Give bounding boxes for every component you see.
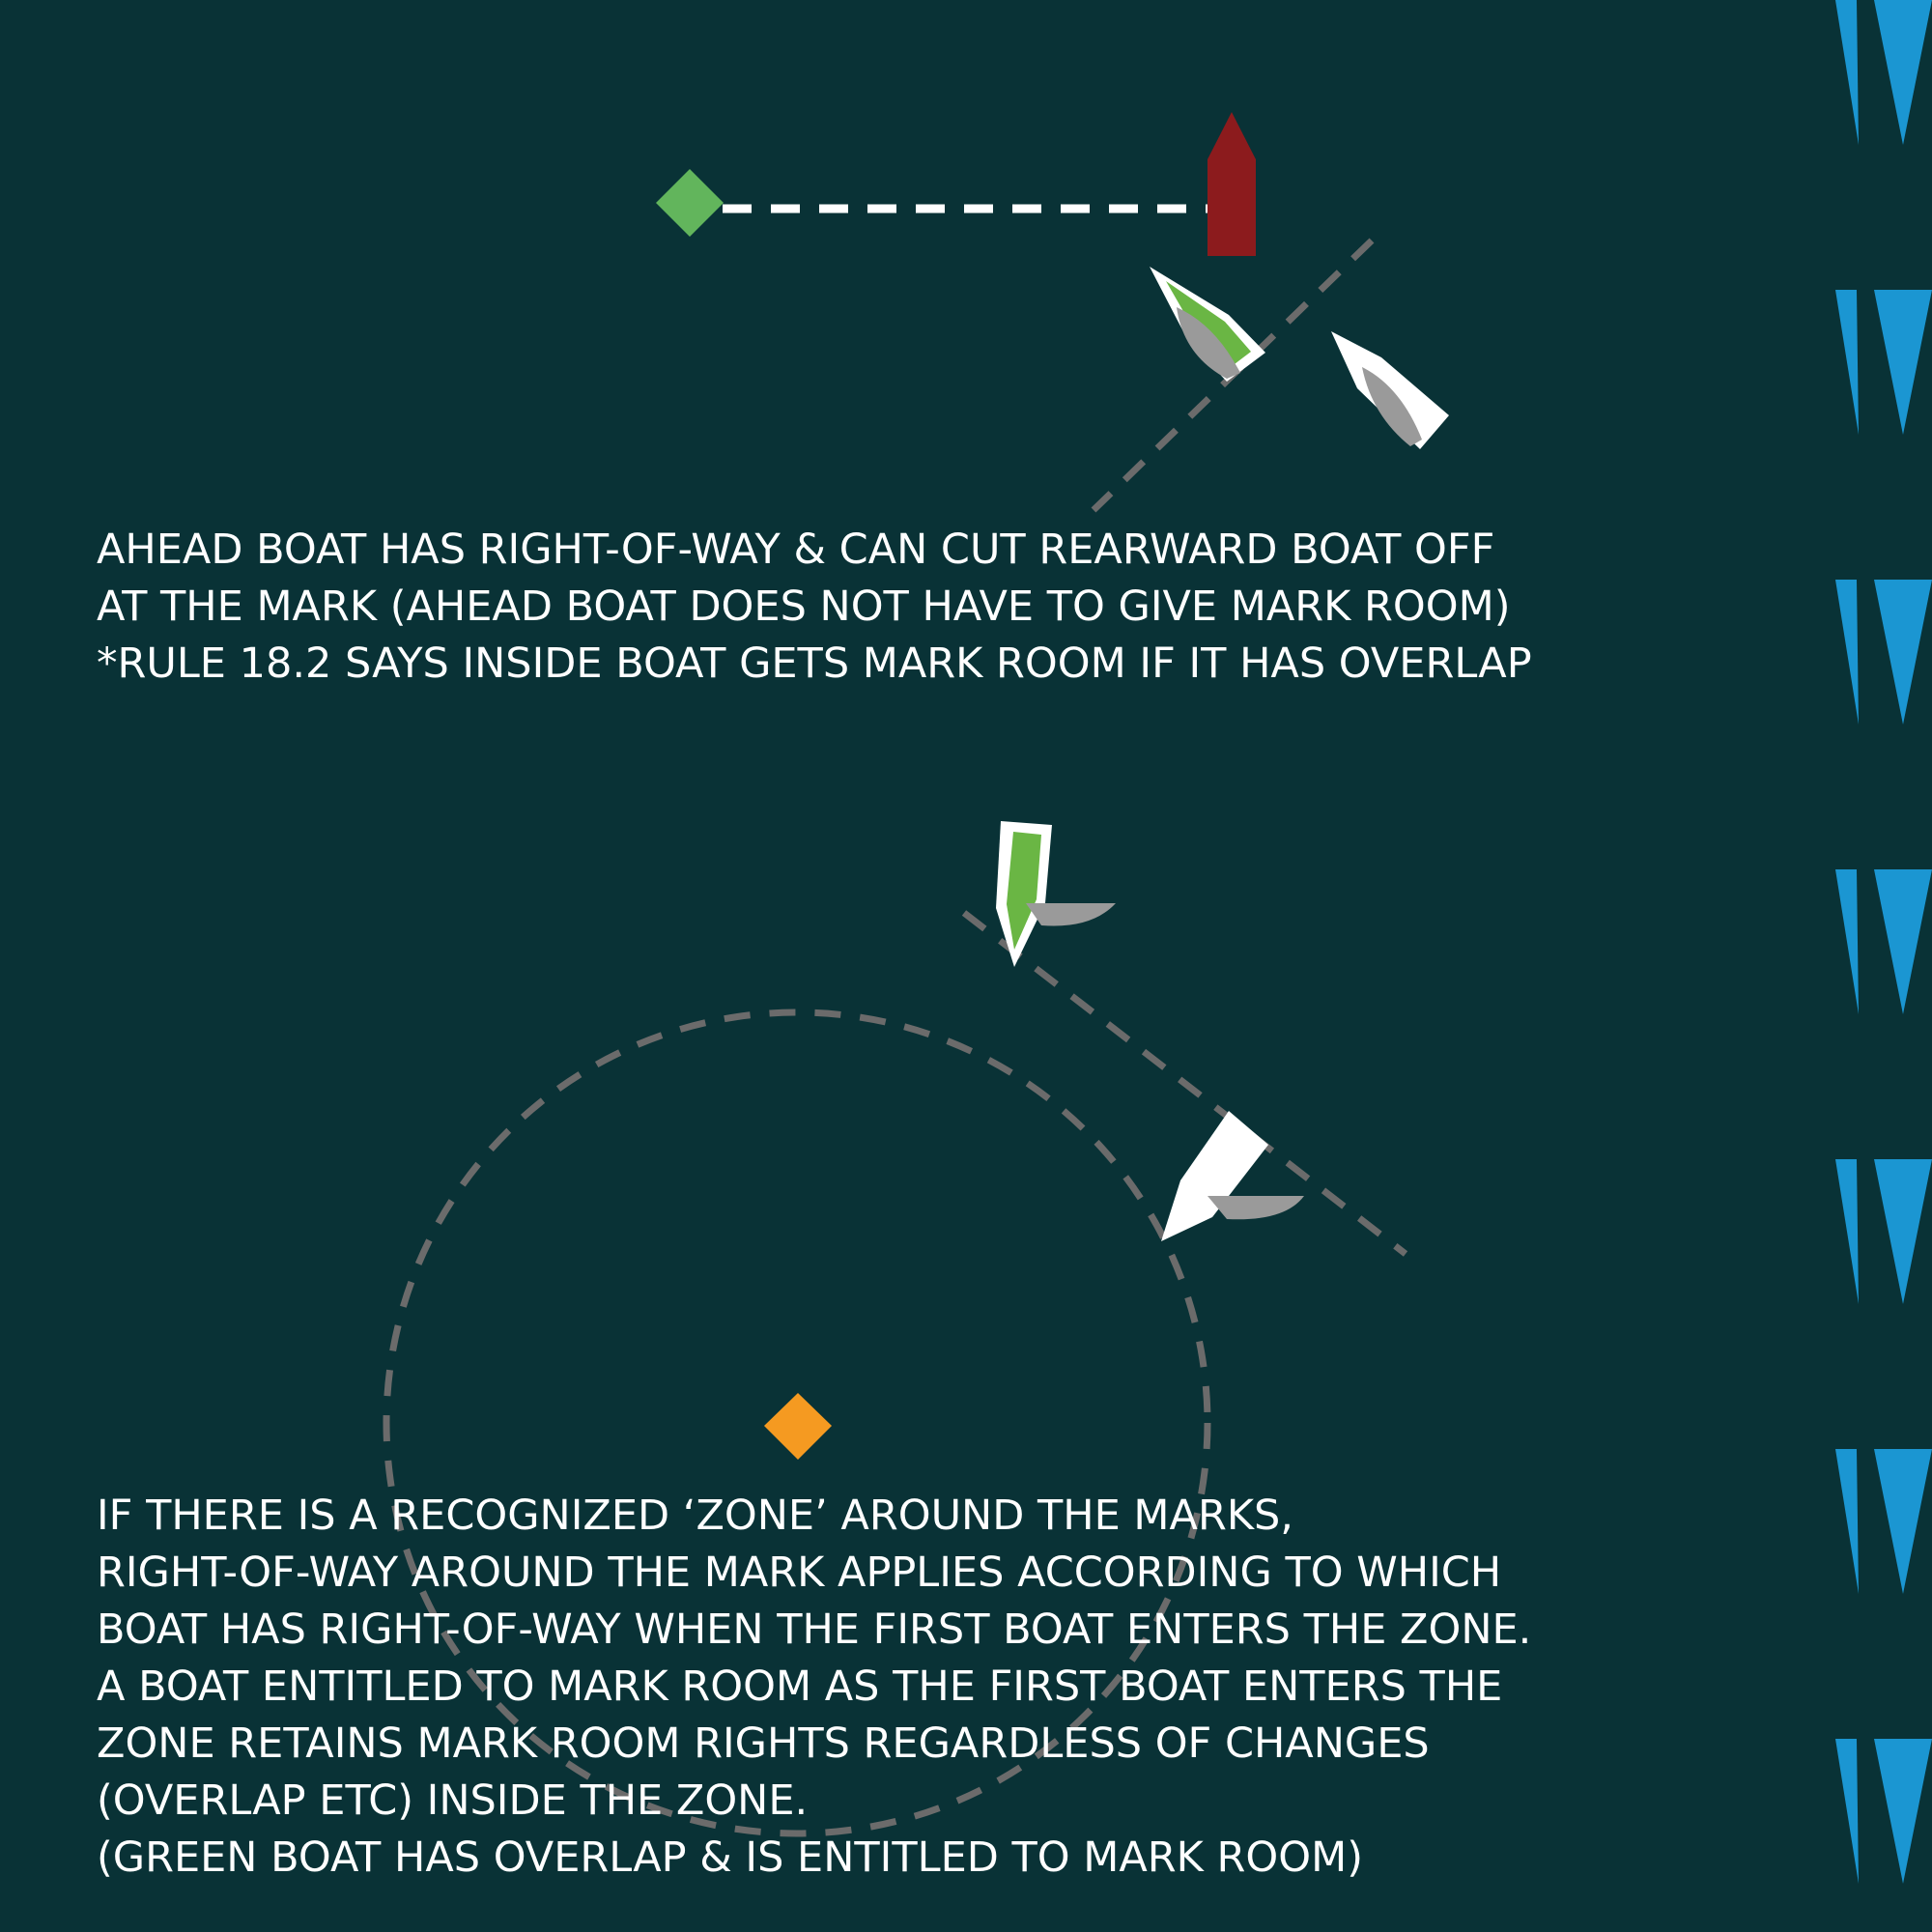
orange-diamond-mark-icon: [764, 1393, 832, 1460]
wind-w-icon: [1835, 0, 1932, 145]
caption-bottom: IF THERE IS A RECOGNIZED ‘ZONE’ AROUND T…: [97, 1488, 1531, 1887]
caption-bottom-line: (OVERLAP ETC) INSIDE THE ZONE.: [97, 1776, 809, 1825]
caption-top: AHEAD BOAT HAS RIGHT-OF-WAY & CAN CUT RE…: [97, 522, 1532, 693]
wind-w-icon: [1835, 290, 1932, 435]
caption-top-line: *RULE 18.2 SAYS INSIDE BOAT GETS MARK RO…: [97, 639, 1532, 688]
green-sailboat-icon: [1150, 267, 1265, 382]
approach-line-dashed: [961, 910, 1408, 1257]
wind-w-icon: [1835, 580, 1932, 724]
green-diamond-mark-icon: [656, 169, 724, 237]
caption-top-line: AHEAD BOAT HAS RIGHT-OF-WAY & CAN CUT RE…: [97, 526, 1495, 574]
white-sailboat-icon: [1161, 1111, 1304, 1241]
wind-w-icon: [1835, 1449, 1932, 1594]
caption-bottom-line: (GREEN BOAT HAS OVERLAP & IS ENTITLED TO…: [97, 1833, 1363, 1882]
caption-bottom-line: A BOAT ENTITLED TO MARK ROOM AS THE FIRS…: [97, 1662, 1503, 1711]
top-scenario: [656, 112, 1449, 513]
bottom-scenario: [383, 821, 1408, 1837]
caption-bottom-line: RIGHT-OF-WAY AROUND THE MARK APPLIES ACC…: [97, 1548, 1502, 1597]
wind-w-icon: [1835, 1159, 1932, 1304]
caption-bottom-line: ZONE RETAINS MARK ROOM RIGHTS REGARDLESS…: [97, 1719, 1430, 1768]
caption-bottom-line: BOAT HAS RIGHT-OF-WAY WHEN THE FIRST BOA…: [97, 1605, 1532, 1654]
green-sailboat-icon: [996, 821, 1116, 967]
wind-w-icon: [1835, 869, 1932, 1014]
caption-bottom-line: IF THERE IS A RECOGNIZED ‘ZONE’ AROUND T…: [97, 1492, 1293, 1540]
wind-indicator-column: [1835, 0, 1932, 1884]
wind-w-icon: [1835, 1739, 1932, 1884]
red-committee-boat-icon: [1208, 112, 1256, 256]
caption-top-line: AT THE MARK (AHEAD BOAT DOES NOT HAVE TO…: [97, 582, 1511, 631]
zone-circle: [383, 1009, 1211, 1837]
white-sailboat-icon: [1331, 331, 1449, 449]
